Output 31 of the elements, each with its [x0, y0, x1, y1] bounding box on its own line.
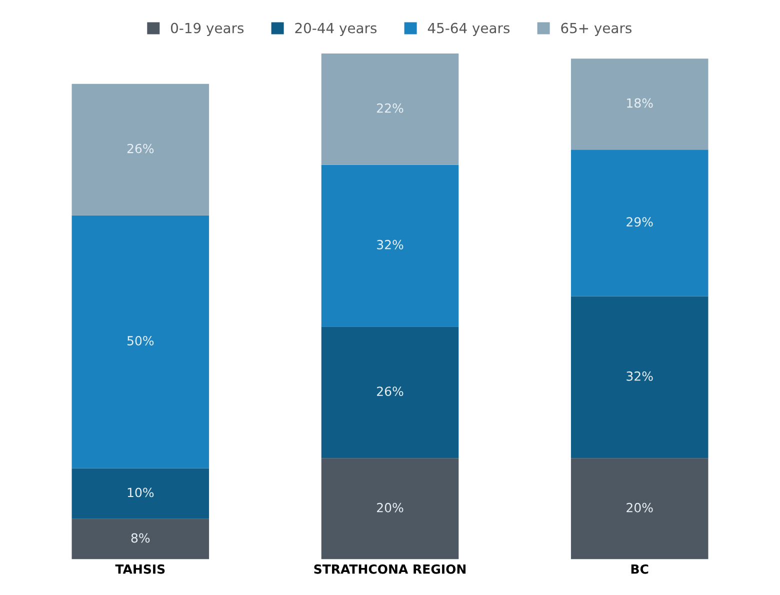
bar: [321, 458, 459, 560]
bar: [321, 54, 459, 165]
bar: [72, 518, 210, 560]
bar: [321, 326, 459, 458]
data-label: 50%: [127, 336, 154, 346]
legend-label: 20-44 years: [295, 22, 377, 36]
data-label: 29%: [626, 217, 653, 227]
bar: [570, 296, 708, 458]
bar: [570, 58, 708, 150]
legend-label: 0-19 years: [170, 22, 244, 36]
data-label: 8%: [131, 533, 150, 543]
bar: [570, 458, 708, 560]
data-label: 20%: [626, 502, 653, 512]
x-tick-label: TAHSIS: [115, 564, 165, 574]
legend-label: 65+ years: [561, 22, 632, 36]
bar: [321, 164, 459, 327]
legend-label: 45-64 years: [428, 22, 510, 36]
data-label: 26%: [127, 144, 154, 154]
bar: [570, 150, 708, 296]
data-label: 18%: [627, 98, 653, 108]
data-label: 32%: [626, 371, 653, 381]
x-tick-label: STRATHCONA REGION: [314, 564, 466, 574]
data-label: 26%: [377, 386, 404, 396]
data-label: 10%: [128, 488, 154, 498]
bar: [72, 215, 210, 468]
data-label: 22%: [377, 103, 404, 113]
x-tick-label: BC: [631, 564, 648, 574]
data-label: 20%: [377, 502, 404, 512]
bar: [72, 468, 210, 519]
data-label: 32%: [377, 240, 404, 250]
bar: [72, 84, 210, 216]
